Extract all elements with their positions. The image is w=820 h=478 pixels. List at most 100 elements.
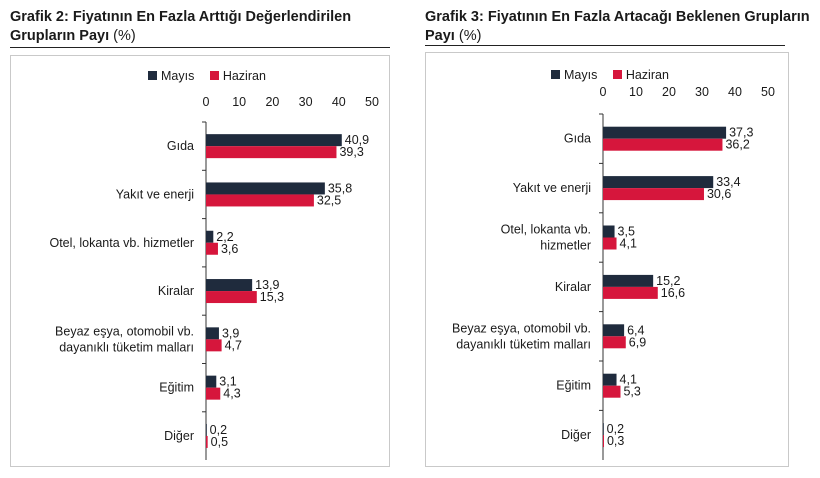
data-label-mayis: 33,4 (716, 175, 740, 189)
data-label-mayis: 3,9 (222, 326, 239, 340)
data-label-mayis: 0,2 (210, 423, 227, 437)
category-label: Diğer (561, 428, 591, 442)
legend-swatch-haziran (209, 71, 219, 81)
data-label-haziran: 4,7 (225, 338, 242, 352)
chart-title: Grafik 3: Fiyatının En Fazla Artacağı Be… (425, 8, 815, 46)
data-label-haziran: 6,9 (629, 335, 646, 349)
bar-haziran (603, 385, 621, 398)
bar-haziran (603, 188, 704, 201)
bar-haziran (603, 138, 723, 151)
bar-mayis (603, 423, 604, 436)
title-rule (10, 47, 390, 48)
bar-chart-svg: 0 10 20 30 40 50 Gıda 40,939,3 Yakıt ve enerji 35… (49, 95, 379, 460)
category-label: dayanıklı tüketim malları (59, 340, 194, 354)
bar-haziran (206, 291, 257, 304)
chart-frame (10, 55, 390, 467)
category-label: Yakıt ve enerji (513, 181, 591, 195)
data-label-mayis: 40,9 (345, 133, 369, 147)
x-tick-label: 20 (662, 85, 676, 99)
data-label-mayis: 15,2 (656, 274, 680, 288)
x-tick-label: 30 (695, 85, 709, 99)
category-label: Eğitim (556, 379, 591, 393)
bar-chart-svg: 0 10 20 30 40 50 Gıda 37,336,2 Yakıt ve enerji 33… (452, 85, 775, 460)
x-tick-label: 30 (299, 95, 313, 109)
data-label-mayis: 2,2 (216, 230, 233, 244)
data-label-haziran: 36,2 (725, 138, 749, 152)
data-label-haziran: 15,3 (260, 290, 284, 304)
bar-mayis (206, 279, 253, 292)
data-label-haziran: 0,5 (211, 435, 228, 449)
legend-swatch-mayis (148, 71, 157, 81)
data-label-mayis: 3,5 (618, 225, 635, 239)
data-label-haziran: 4,3 (223, 387, 240, 401)
data-label-haziran: 4,1 (620, 237, 637, 251)
data-label-haziran: 30,6 (707, 187, 731, 201)
bar-haziran (603, 336, 626, 349)
x-tick-label: 10 (232, 95, 246, 109)
category-label: Beyaz eşya, otomobil vb. (452, 321, 591, 335)
legend-label-haziran: Haziran (222, 68, 266, 83)
category-label: Beyaz eşya, otomobil vb. (55, 324, 194, 338)
category-label: Otel, lokanta vb. hizmetler (49, 236, 194, 250)
data-label-mayis: 35,8 (328, 181, 352, 195)
data-label-mayis: 3,1 (219, 375, 236, 389)
data-label-mayis: 4,1 (620, 373, 637, 387)
data-label-haziran: 39,3 (339, 145, 363, 159)
bar-mayis (603, 176, 714, 189)
bar-haziran (603, 237, 617, 250)
bar-mayis (603, 126, 727, 139)
bar-haziran (206, 339, 222, 352)
bar-mayis (603, 373, 617, 386)
data-label-mayis: 37,3 (729, 126, 753, 140)
data-label-haziran: 16,6 (661, 286, 685, 300)
chart-title-text: Grafik 3: Fiyatının En Fazla Artacağı Be… (425, 9, 810, 44)
x-tick-label: 50 (761, 85, 775, 99)
chart-title-unit: (%) (113, 28, 136, 44)
category-label: hizmetler (540, 239, 591, 253)
bar-haziran (603, 435, 604, 448)
x-tick-label: 40 (332, 95, 346, 109)
chart-frame (425, 52, 789, 467)
data-label-mayis: 6,4 (627, 323, 644, 337)
bar-haziran (206, 435, 208, 448)
bar-haziran (206, 387, 221, 400)
chart-legend: Mayıs Haziran (148, 68, 278, 83)
category-label: Kiralar (555, 280, 591, 294)
chart-panel-grafik-3: Grafik 3: Fiyatının En Fazla Artacağı Be… (415, 0, 820, 478)
bar-mayis (206, 230, 214, 243)
legend-label-mayis: Mayıs (161, 68, 195, 83)
bar-mayis (206, 134, 342, 147)
x-tick-label: 0 (203, 95, 210, 109)
bar-mayis (603, 324, 625, 337)
legend-swatch-haziran (612, 70, 622, 80)
bar-haziran (206, 194, 314, 207)
legend-swatch-mayis (551, 70, 560, 80)
data-label-haziran: 3,6 (221, 242, 238, 256)
legend-label-mayis: Mayıs (564, 67, 598, 82)
category-label: Eğitim (159, 381, 194, 395)
bar-mayis (603, 274, 654, 287)
chart-title: Grafik 2: Fiyatının En Fazla Arttığı Değ… (10, 8, 400, 46)
category-label: Kiralar (158, 284, 194, 298)
x-tick-label: 40 (728, 85, 742, 99)
bar-haziran (206, 242, 218, 255)
category-label: dayanıklı tüketim malları (456, 337, 591, 351)
x-tick-label: 10 (629, 85, 643, 99)
bar-mayis (206, 375, 217, 388)
data-label-haziran: 5,3 (623, 385, 640, 399)
data-label-mayis: 13,9 (255, 278, 279, 292)
chart-title-unit: (%) (458, 28, 482, 44)
chart-title-text: Grafik 2: Fiyatının En Fazla Arttığı Değ… (10, 9, 352, 44)
bar-mayis (206, 182, 325, 195)
category-label: Otel, lokanta vb. (501, 223, 591, 237)
category-label: Yakıt ve enerji (116, 187, 194, 201)
x-tick-label: 20 (265, 95, 279, 109)
x-tick-label: 0 (600, 85, 607, 99)
category-label: Gıda (564, 132, 591, 146)
bar-mayis (206, 423, 207, 436)
category-label: Gıda (167, 139, 194, 153)
data-label-haziran: 32,5 (317, 193, 341, 207)
chart-panel-grafik-2: Grafik 2: Fiyatının En Fazla Arttığı Değ… (0, 0, 395, 478)
category-label: Diğer (164, 429, 194, 443)
data-label-mayis: 0,2 (607, 422, 624, 436)
